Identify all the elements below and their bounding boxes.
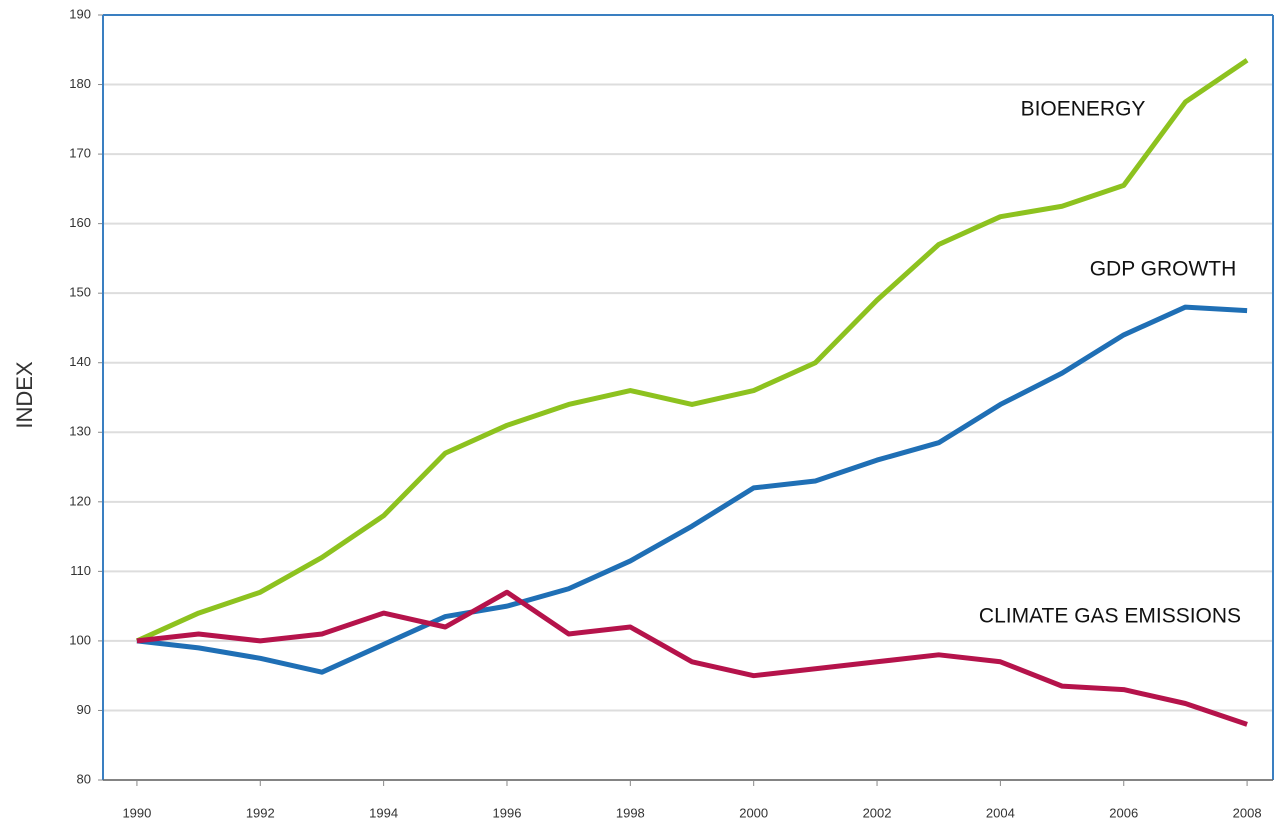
x-tick-label: 1996 <box>493 805 522 820</box>
x-tick-label: 2004 <box>986 805 1015 820</box>
y-tick-label: 90 <box>77 702 91 717</box>
y-tick-label: 130 <box>69 424 91 439</box>
x-tick-label: 1992 <box>246 805 275 820</box>
x-tick-label: 1994 <box>369 805 398 820</box>
y-tick-label: 190 <box>69 6 91 21</box>
y-tick-label: 150 <box>69 285 91 300</box>
y-tick-label: 110 <box>70 563 91 578</box>
y-tick-label: 120 <box>69 493 91 508</box>
x-tick-label: 1990 <box>122 805 151 820</box>
series-label: CLIMATE GAS EMISSIONS <box>979 605 1241 628</box>
series-label: GDP GROWTH <box>1090 258 1237 281</box>
series-label: BIOENERGY <box>1021 98 1146 121</box>
y-tick-label: 160 <box>69 215 91 230</box>
series-line <box>136 589 1248 727</box>
y-tick-label: 140 <box>69 354 91 369</box>
x-tick-label: 1998 <box>616 805 645 820</box>
y-tick-label: 180 <box>69 76 91 91</box>
y-tick-label: 80 <box>77 771 91 786</box>
x-tick-label: 2002 <box>863 805 892 820</box>
series-line <box>135 58 1249 644</box>
y-tick-label: 100 <box>69 632 91 647</box>
series-line <box>136 304 1248 675</box>
y-axis-label: INDEX <box>12 361 37 429</box>
x-tick-label: 2008 <box>1233 805 1262 820</box>
x-tick-label: 2000 <box>739 805 768 820</box>
y-tick-label: 170 <box>69 146 91 161</box>
x-tick-label: 2006 <box>1109 805 1138 820</box>
